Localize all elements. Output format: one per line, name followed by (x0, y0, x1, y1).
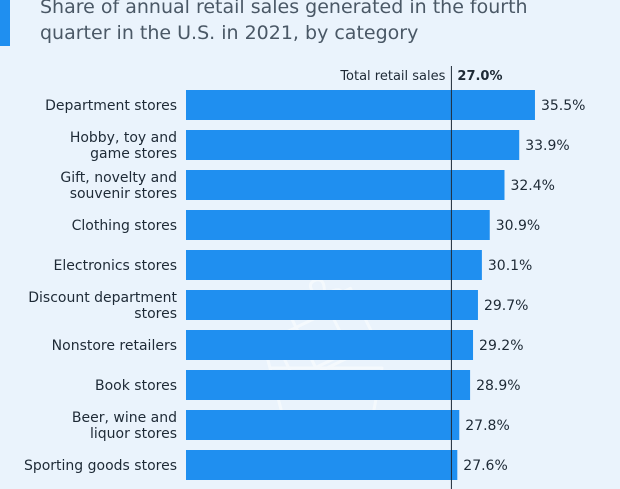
chart-title: Share of annual retail sales generated i… (40, 0, 528, 44)
bar (186, 250, 482, 280)
value-label: 29.2% (479, 338, 523, 354)
category-label: Sporting goods stores (24, 458, 177, 474)
value-label: 27.6% (463, 458, 507, 474)
bar (186, 170, 505, 200)
bar (186, 90, 535, 120)
category-label: Hobby, toy and game stores (70, 130, 177, 162)
value-label: 35.5% (541, 98, 585, 114)
bar (186, 370, 471, 400)
bar (186, 210, 490, 240)
value-label: 30.9% (496, 218, 540, 234)
category-label: Gift, novelty and souvenir stores (60, 170, 177, 202)
category-label: Clothing stores (72, 218, 177, 234)
category-label: Book stores (95, 378, 177, 394)
value-label: 28.9% (476, 378, 520, 394)
value-label: 32.4% (510, 178, 554, 194)
value-label: 33.9% (525, 138, 569, 154)
bar (186, 130, 520, 160)
title-accent-bar (0, 0, 10, 46)
category-label: Electronics stores (54, 258, 177, 274)
reference-line-label: Total retail sales (339, 69, 445, 84)
category-label: Discount department stores (28, 290, 177, 322)
bar (186, 410, 460, 440)
category-label: Nonstore retailers (52, 338, 177, 354)
bar (186, 330, 474, 360)
value-label: 27.8% (465, 418, 509, 434)
value-label: 30.1% (488, 258, 532, 274)
value-label: 29.7% (484, 298, 528, 314)
reference-line-value: 27.0% (457, 69, 502, 84)
bar (186, 290, 478, 320)
bar (186, 450, 458, 480)
category-label: Department stores (45, 98, 177, 114)
category-label: Beer, wine and liquor stores (72, 410, 177, 442)
